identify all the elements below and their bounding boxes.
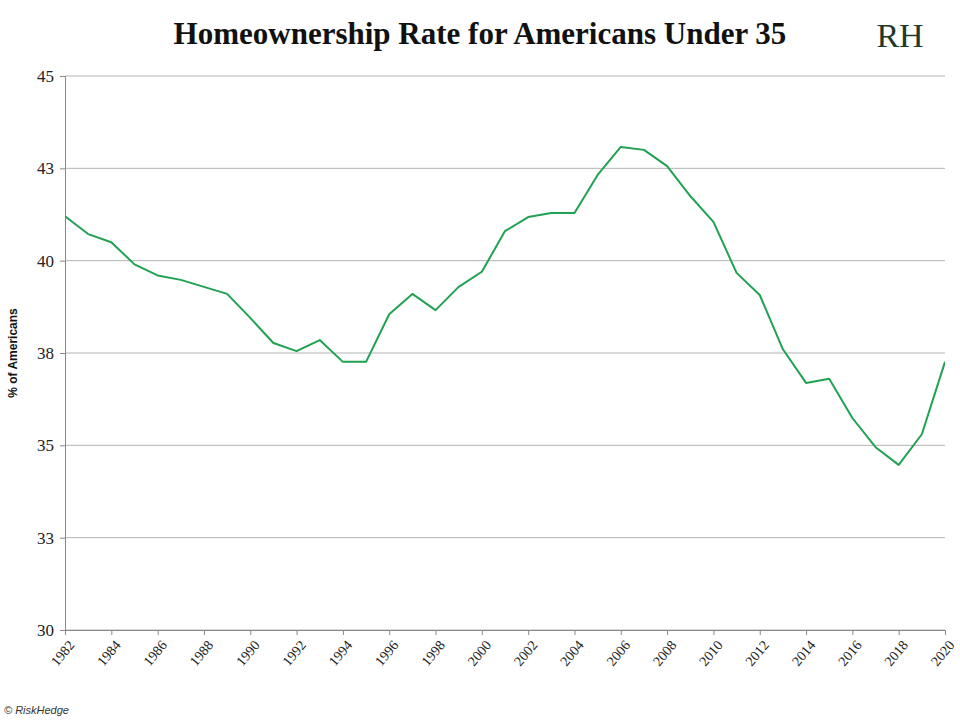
x-tick: 2008	[650, 630, 679, 669]
x-tick: 2020	[928, 630, 957, 669]
y-tick-label: 40	[37, 252, 54, 271]
x-tick: 1996	[372, 630, 401, 669]
x-tick: 1990	[233, 630, 262, 669]
grid-line	[65, 76, 945, 77]
x-tick-label: 2012	[743, 638, 772, 669]
x-tick-label: 1990	[233, 638, 262, 669]
x-tick-label: 1998	[418, 638, 447, 669]
y-tick-mark	[60, 445, 65, 446]
x-tick-label: 2002	[511, 638, 540, 669]
plot-area	[65, 147, 945, 465]
x-tick-mark	[297, 630, 298, 635]
x-tick: 1986	[141, 630, 170, 669]
x-tick: 2010	[696, 630, 725, 669]
x-tick-mark	[945, 630, 946, 635]
y-tick-mark	[60, 76, 65, 77]
x-tick-mark	[760, 630, 761, 635]
x-tick-mark	[713, 630, 714, 635]
y-tick-mark	[60, 168, 65, 169]
x-tick-label: 1988	[187, 638, 216, 669]
grid-line	[65, 353, 945, 354]
logo: RH	[876, 17, 923, 54]
y-tick-label: 45	[37, 67, 54, 86]
x-tick-mark	[250, 630, 251, 635]
y-tick-label: 35	[37, 436, 54, 455]
grid	[65, 76, 945, 630]
x-axis: 1982 1984 1986 1988 1990 1992 1994 1996 1998 2000…	[48, 630, 957, 669]
y-tick-mark	[60, 353, 65, 354]
x-tick-mark	[111, 630, 112, 635]
x-tick-mark	[528, 630, 529, 635]
y-tick: 33	[37, 529, 65, 548]
x-tick-mark	[621, 630, 622, 635]
y-tick-mark	[60, 261, 65, 262]
x-tick-label: 2004	[557, 638, 586, 669]
x-tick-label: 2018	[882, 638, 911, 669]
x-tick-mark	[899, 630, 900, 635]
y-axis: 30 33 35 38 40 43 45	[37, 67, 66, 640]
x-tick-mark	[852, 630, 853, 635]
grid-line	[65, 445, 945, 446]
y-tick-label: 33	[37, 529, 54, 548]
x-tick: 2012	[743, 630, 772, 669]
x-tick-label: 2016	[835, 638, 864, 669]
x-tick-label: 2000	[465, 638, 494, 669]
x-tick: 2002	[511, 630, 540, 669]
x-tick-label: 1994	[326, 638, 355, 669]
x-tick: 1992	[280, 630, 309, 669]
x-tick: 1994	[326, 630, 355, 669]
x-tick-label: 1996	[372, 638, 401, 669]
y-tick: 40	[37, 252, 65, 271]
x-axis-line	[66, 631, 946, 636]
y-tick: 43	[37, 159, 65, 178]
x-tick-label: 1992	[280, 638, 309, 669]
title: Homeownership Rate for Americans Under 3…	[174, 16, 787, 51]
x-tick: 1984	[94, 630, 123, 669]
x-tick: 1982	[48, 630, 77, 669]
x-tick-mark	[204, 630, 205, 635]
x-tick-label: 1986	[141, 638, 170, 669]
x-tick-mark	[436, 630, 437, 635]
x-tick: 1998	[418, 630, 447, 669]
x-tick-label: 2014	[789, 638, 818, 669]
x-tick: 2014	[789, 630, 818, 669]
y-tick: 38	[37, 344, 65, 363]
chart: 3033353840434519821984198619881990199219…	[0, 0, 960, 720]
line	[65, 147, 945, 465]
x-tick-label: 2006	[604, 638, 633, 669]
y-tick-mark	[60, 538, 65, 539]
y-tick-mark	[60, 630, 65, 631]
x-tick-mark	[806, 630, 807, 635]
x-tick-mark	[389, 630, 390, 635]
x-tick: 2000	[465, 630, 494, 669]
grid-line	[65, 168, 945, 169]
grid-line	[65, 260, 945, 261]
x-tick-label: 2020	[928, 638, 957, 669]
x-tick-mark	[343, 630, 344, 635]
x-tick: 1988	[187, 630, 216, 669]
x-tick-mark	[574, 630, 575, 635]
y-tick-label: 38	[37, 344, 54, 363]
y-axis-line	[60, 77, 66, 631]
y-tick: 45	[37, 67, 65, 86]
x-tick: 2006	[604, 630, 633, 669]
x-tick-label: 1982	[48, 638, 77, 669]
x-tick-mark	[667, 630, 668, 635]
x-tick: 2004	[557, 630, 586, 669]
x-tick-label: 1984	[94, 638, 123, 669]
y-axis-title: % of Americans	[6, 308, 20, 398]
x-tick: 2018	[882, 630, 911, 669]
source: © RiskHedge	[4, 704, 69, 716]
x-tick: 2016	[835, 630, 864, 669]
x-tick-mark	[65, 630, 66, 635]
y-tick: 35	[37, 436, 65, 455]
y-tick-label: 43	[37, 159, 54, 178]
x-tick-mark	[482, 630, 483, 635]
y-tick-label: 30	[37, 621, 54, 640]
x-tick-mark	[158, 630, 159, 635]
y-tick: 30	[37, 621, 65, 640]
grid-line	[65, 537, 945, 538]
x-tick-label: 2008	[650, 638, 679, 669]
x-tick-label: 2010	[696, 638, 725, 669]
